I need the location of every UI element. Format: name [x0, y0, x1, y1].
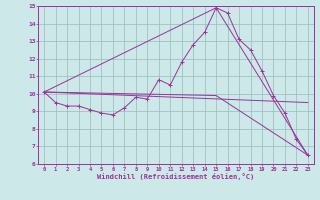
X-axis label: Windchill (Refroidissement éolien,°C): Windchill (Refroidissement éolien,°C)	[97, 173, 255, 180]
